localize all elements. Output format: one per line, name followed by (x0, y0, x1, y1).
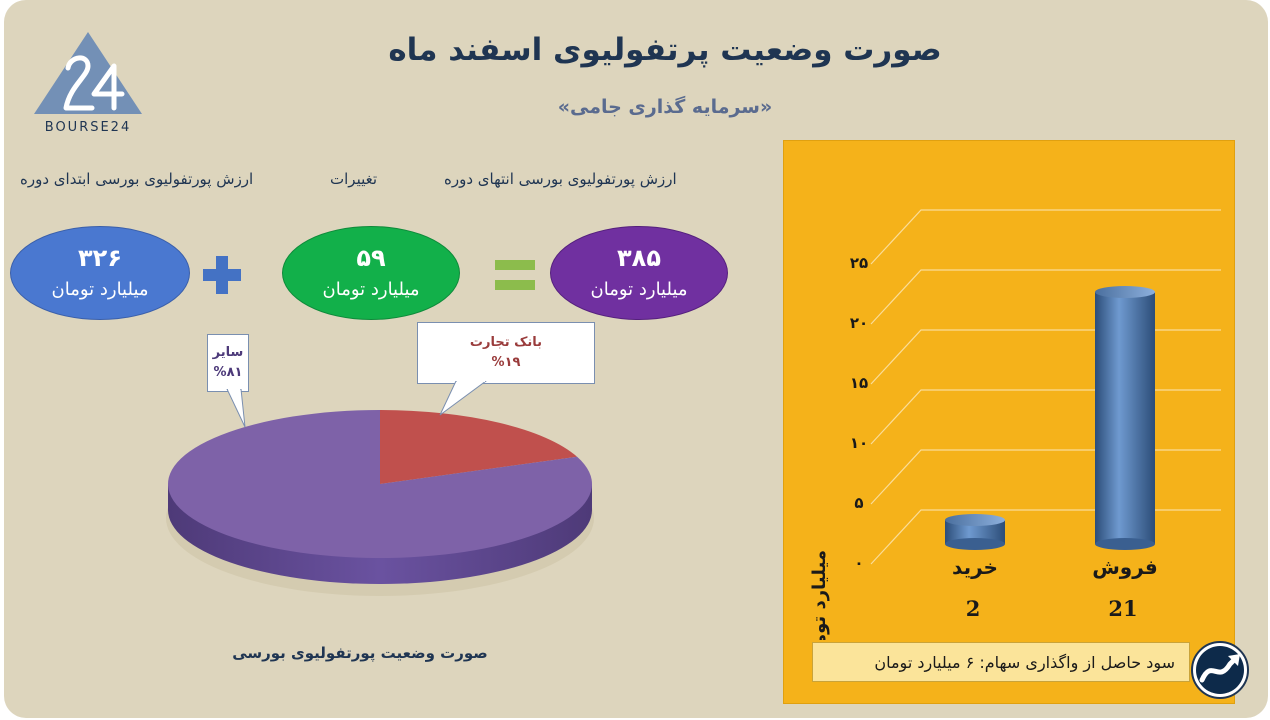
start-value-unit: میلیارد تومان (51, 279, 149, 300)
grid-line (870, 389, 1221, 445)
bar-chart-panel (783, 140, 1235, 704)
y-tick-label: ۰ (854, 554, 863, 572)
bar-xlabels: فروش 21 خرید 2 (952, 555, 1158, 621)
start-value-number: ۳۲۶ (78, 244, 122, 272)
pie-slices (167, 410, 592, 558)
pie-chart-title: صورت وضعیت پورتفولیوی بورسی (232, 644, 488, 662)
bar-cap (1095, 286, 1155, 298)
plus-operator (203, 256, 241, 294)
end-value-oval: ۳۸۵ میلیارد تومان (550, 226, 728, 320)
slice-label-tejarat: بانک تجارت (469, 335, 543, 350)
y-tick-label: ۲۵ (850, 254, 868, 272)
change-value-number: ۵۹ (356, 244, 386, 272)
change-value-unit: میلیارد تومان (322, 279, 420, 300)
y-tick-label: ۵ (854, 494, 863, 512)
bar-value-label: 2 (966, 596, 981, 621)
callout-other-pointer (226, 389, 246, 428)
profit-box: سود حاصل از واگذاری سهام: ۶ میلیارد توما… (812, 642, 1190, 682)
slice-value-tejarat: %۱۹ (491, 355, 521, 370)
growth-badge-icon (1191, 641, 1249, 699)
y-tick-label: ۱۰ (850, 434, 868, 452)
bar-body (1095, 292, 1155, 544)
x-category-label: خرید (952, 555, 998, 579)
grid-line (870, 509, 1221, 565)
change-label: تغییرات (330, 170, 378, 188)
change-value-oval: ۵۹ میلیارد تومان (282, 226, 460, 320)
pie-slice-0 (167, 410, 592, 558)
callout-tejarat: بانک تجارت %۱۹ (417, 322, 595, 384)
bar-cap (945, 514, 1005, 526)
logo-text: BOURSE24 (44, 120, 132, 135)
end-value-label: ارزش پورتفولیوی بورسی انتهای دوره (444, 170, 677, 188)
end-value-number: ۳۸۵ (617, 244, 661, 272)
bar-yticks: ۰ ۵ ۱۰ ۱۵ ۲۰ ۲۵ (850, 254, 868, 572)
logo-triangle-icon (34, 32, 142, 114)
pie-slice-1 (380, 410, 578, 484)
x-category-label: فروش (1092, 555, 1158, 579)
bar-base (945, 538, 1005, 550)
grid-line (870, 329, 1221, 385)
slice-value-other: %۸۱ (213, 365, 243, 380)
grid-line (870, 449, 1221, 505)
page-title: صورت وضعیت پرتفولیوی اسفند ماه (388, 32, 942, 68)
end-value-unit: میلیارد تومان (590, 279, 688, 300)
callout-other: سایر %۸۱ (207, 334, 249, 392)
y-tick-label: ۱۵ (850, 374, 868, 392)
y-tick-label: ۲۰ (850, 314, 868, 332)
slice-label-other: سایر (212, 345, 244, 360)
bar-value-label: 21 (1108, 596, 1137, 621)
portfolio-pie-chart (166, 410, 594, 596)
start-value-oval: ۳۲۶ میلیارد تومان (10, 226, 190, 320)
page-subtitle: «سرمایه گذاری جامی» (557, 96, 773, 118)
bar-y-axis-label: میلیارد تومان (809, 550, 830, 640)
grid-line (870, 269, 1221, 325)
bar-marks (945, 286, 1155, 550)
bar-base (1095, 538, 1155, 550)
bar-grid (870, 209, 1221, 565)
bourse24-logo: BOURSE24 (30, 30, 146, 136)
equals-operator (495, 260, 535, 292)
callout-tejarat-pointer (439, 381, 487, 416)
grid-line (870, 209, 1221, 265)
trade-bar-chart: ۰ ۵ ۱۰ ۱۵ ۲۰ ۲۵ فروش 21 خرید 2 میلیارد تومان (809, 209, 1221, 640)
start-value-label: ارزش پورتفولیوی بورسی ابتدای دوره (20, 170, 254, 188)
